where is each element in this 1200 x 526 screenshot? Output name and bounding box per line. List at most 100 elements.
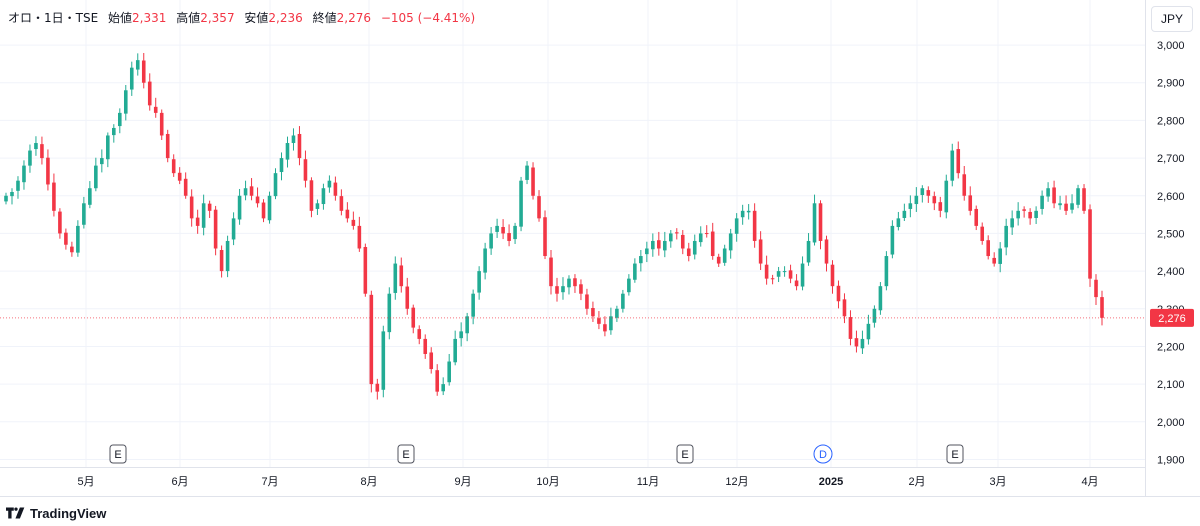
candle-body: [4, 195, 8, 202]
candle-body: [1016, 210, 1020, 219]
event-marker-label: E: [681, 449, 688, 461]
candle-body: [255, 196, 260, 204]
candle-body: [117, 112, 122, 127]
candle-body: [561, 286, 565, 293]
candle-body: [1004, 225, 1008, 248]
candle-body: [207, 203, 212, 211]
x-tick-label: 2025: [819, 476, 843, 488]
candle-body: [914, 195, 919, 205]
x-tick-label: 12月: [725, 476, 748, 488]
currency-button[interactable]: JPY: [1151, 6, 1193, 32]
y-tick-label: 2,000: [1157, 417, 1185, 429]
candle-body: [740, 210, 745, 218]
candle-body: [585, 294, 589, 309]
candle-body: [824, 239, 829, 264]
candle-body: [106, 135, 110, 160]
candle-body: [776, 271, 781, 277]
candle-body: [866, 323, 871, 340]
candle-body: [28, 150, 32, 166]
candle-body: [663, 240, 667, 251]
candle-body: [531, 167, 535, 196]
candle-body: [339, 196, 344, 211]
candle-body: [764, 264, 769, 279]
candle-body: [171, 159, 176, 174]
open-label: 始値: [108, 11, 133, 25]
candle-body: [848, 317, 853, 339]
candle-body: [94, 165, 98, 189]
candle-body: [471, 293, 475, 317]
y-tick-label: 2,200: [1157, 341, 1185, 353]
event-marker-earnings: [946, 444, 964, 464]
candle-body: [465, 316, 469, 334]
candle-body: [1046, 188, 1050, 197]
candle-body: [1040, 195, 1044, 209]
candle-body: [34, 143, 38, 150]
tradingview-logo-icon: [6, 507, 25, 519]
high-label: 高値: [176, 11, 201, 25]
candle-body: [579, 284, 583, 294]
event-marker-earnings: [397, 444, 415, 464]
candle-body: [351, 219, 356, 226]
candle-body: [453, 338, 457, 363]
candle-body: [710, 231, 715, 257]
candle-body: [195, 217, 200, 226]
x-tick-label: 3月: [989, 476, 1006, 488]
candle-body: [1094, 279, 1098, 298]
candle-body: [423, 338, 428, 354]
candle-body: [758, 239, 763, 264]
x-tick-label: 4月: [1081, 476, 1098, 488]
candle-body: [716, 256, 721, 264]
candle-body: [141, 60, 146, 83]
candle-body: [818, 203, 823, 241]
candle-body: [1028, 211, 1032, 219]
event-marker-label: D: [819, 449, 827, 461]
candle-body: [651, 240, 655, 250]
candle-body: [507, 233, 511, 241]
candle-body: [22, 165, 26, 183]
y-tick-label: 2,500: [1157, 228, 1185, 240]
x-tick-label: 8月: [360, 476, 377, 488]
candle-body: [129, 67, 134, 90]
candle-body: [603, 324, 607, 332]
candle-body: [279, 158, 284, 173]
candle-body: [680, 234, 685, 249]
y-tick-label: 2,900: [1157, 78, 1185, 90]
candle-body: [381, 331, 386, 390]
candle-body: [177, 172, 182, 181]
candle-body: [752, 210, 757, 241]
candle-body: [225, 240, 230, 272]
y-tick-label: 2,400: [1157, 266, 1185, 278]
event-marker-label: E: [402, 449, 409, 461]
candle-body: [1076, 188, 1080, 205]
candle-body: [345, 209, 350, 219]
candle-body: [932, 196, 937, 204]
candle-body: [782, 271, 787, 273]
candle-body: [100, 158, 104, 165]
event-marker-label: E: [114, 449, 121, 461]
last-price-label: 2,276: [1158, 313, 1186, 325]
candle-body: [147, 81, 152, 106]
candle-body: [405, 286, 410, 309]
candle-body: [189, 196, 194, 219]
candle-body: [728, 233, 733, 251]
y-tick-label: 2,600: [1157, 191, 1185, 203]
candle-body: [135, 60, 140, 70]
candle-body: [543, 217, 547, 257]
candle-body: [657, 240, 661, 249]
candle-body: [806, 240, 811, 263]
candle-body: [860, 338, 865, 349]
candle-body: [1070, 203, 1074, 210]
y-tick-label: 3,000: [1157, 40, 1185, 52]
candle-body: [58, 211, 62, 234]
candle-body: [722, 248, 727, 263]
candle-body: [980, 226, 985, 241]
candle-body: [609, 316, 613, 331]
tradingview-logo[interactable]: TradingView: [6, 506, 106, 521]
candle-body: [70, 246, 74, 253]
candle-body: [165, 133, 170, 159]
candle-body: [201, 203, 206, 228]
candle-body: [1052, 187, 1056, 204]
candle-body: [429, 352, 434, 370]
candle-body: [734, 218, 739, 234]
